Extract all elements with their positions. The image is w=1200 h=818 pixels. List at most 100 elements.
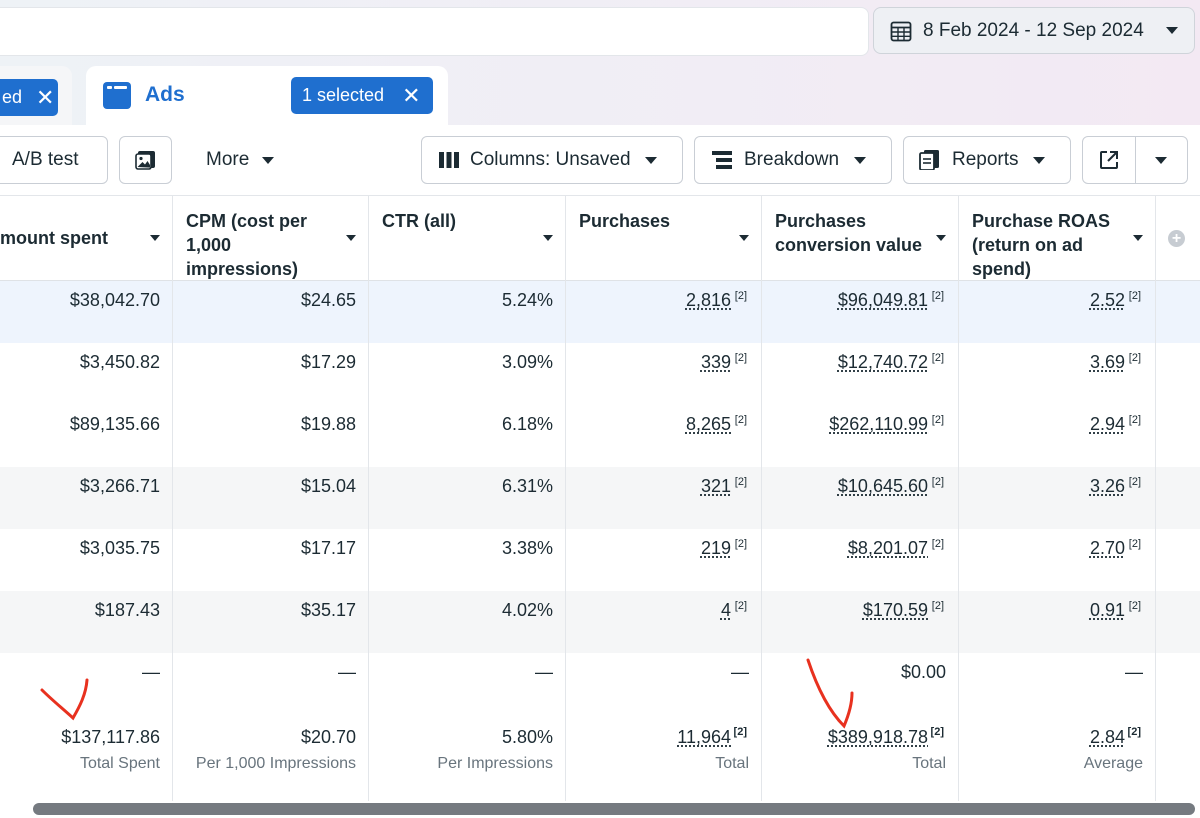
more-button[interactable]: More — [188, 136, 294, 184]
cell-value-link[interactable]: 3.69 — [1089, 352, 1125, 372]
cell-value-link[interactable]: 2,816 — [685, 290, 731, 310]
horizontal-scrollbar[interactable] — [33, 803, 1195, 815]
cell-value-link[interactable]: 2.52 — [1089, 290, 1125, 310]
column-header[interactable]: Purchases conversion value — [762, 196, 959, 281]
table-cell: — — [566, 653, 762, 715]
cell-value-link[interactable]: $262,110.99 — [829, 414, 928, 434]
footnote-marker[interactable]: [2] — [1128, 414, 1141, 426]
chevron-down-icon[interactable] — [150, 235, 160, 241]
cell-value-link[interactable]: 2.94 — [1089, 414, 1125, 434]
cell-value-link[interactable]: 339 — [700, 352, 731, 372]
cell-value-link[interactable]: $8,201.07 — [847, 538, 928, 558]
date-range-picker[interactable]: 8 Feb 2024 - 12 Sep 2024 — [873, 7, 1195, 54]
table-row[interactable]: $3,266.71 $15.04 6.31% 321 [2] $10,645.60 [2] 3… — [0, 467, 1200, 529]
cell-value-link[interactable]: 2.70 — [1089, 538, 1125, 558]
footnote-marker[interactable]: [2] — [931, 476, 944, 488]
footnote-marker[interactable]: [2] — [931, 538, 944, 550]
top-band: 8 Feb 2024 - 12 Sep 2024 ed ✕ Ads 1 sele… — [0, 0, 1200, 126]
table-row[interactable]: $89,135.66 $19.88 6.18% 8,265 [2] $262,110.99… — [0, 405, 1200, 467]
close-icon[interactable]: ✕ — [36, 84, 55, 110]
footnote-marker[interactable]: [2] — [734, 352, 747, 364]
footnote-marker[interactable]: [2] — [733, 726, 747, 738]
footnote-marker[interactable]: [2] — [931, 414, 944, 426]
table-cell: 3.26 [2] — [959, 467, 1156, 529]
footnote-marker[interactable]: [2] — [1128, 538, 1141, 550]
column-header[interactable]: mount spent — [0, 196, 173, 281]
ads-selection-chip[interactable]: 1 selected ✕ — [291, 77, 433, 114]
footnote-marker[interactable]: [2] — [1128, 600, 1141, 612]
column-header[interactable]: CPM (cost per 1,000 impressions) — [173, 196, 369, 281]
tab-ads[interactable]: Ads 1 selected ✕ — [86, 66, 448, 126]
cell-value: 5.24% — [501, 290, 553, 310]
footnote-marker[interactable]: [2] — [931, 352, 944, 364]
cell-value-link[interactable]: $10,645.60 — [837, 476, 928, 496]
total-value: $20.70 — [300, 727, 356, 747]
total-value[interactable]: 11,964 — [677, 727, 731, 747]
footnote-marker[interactable]: [2] — [1127, 726, 1141, 738]
cell-value-link[interactable]: 219 — [700, 538, 731, 558]
chevron-down-icon[interactable] — [936, 235, 946, 241]
cell-value-link[interactable]: $12,740.72 — [837, 352, 928, 372]
table-cell: 0.91 [2] — [959, 591, 1156, 653]
table-row[interactable]: — — — — $0.00 — — [0, 653, 1200, 715]
table-cell: 3.69 [2] — [959, 343, 1156, 405]
table-row[interactable]: $3,450.82 $17.29 3.09% 339 [2] $12,740.72 [2] 3… — [0, 343, 1200, 405]
chevron-down-icon[interactable] — [543, 235, 553, 241]
tab-adsets[interactable]: ed ✕ — [0, 66, 72, 125]
ab-test-button[interactable]: A/B test — [0, 136, 108, 184]
column-header[interactable]: Purchases — [566, 196, 762, 281]
total-cell: 5.80% Per Impressions — [369, 715, 566, 801]
export-split-button[interactable] — [1082, 136, 1188, 184]
footnote-marker[interactable]: [2] — [734, 290, 747, 302]
footnote-marker[interactable]: [2] — [931, 600, 944, 612]
table-row[interactable]: $187.43 $35.17 4.02% 4 [2] $170.59 [2] 0.91 [2] — [0, 591, 1200, 653]
cell-value-link[interactable]: 321 — [700, 476, 731, 496]
total-value: $137,117.86 — [61, 727, 160, 747]
reports-icon — [919, 150, 939, 170]
column-header[interactable]: Purchase ROAS (return on ad spend) — [959, 196, 1156, 281]
column-header-label: CTR (all) — [382, 211, 456, 231]
column-header[interactable]: CTR (all) — [369, 196, 566, 281]
cell-value-link[interactable]: 8,265 — [685, 414, 731, 434]
cell-value-link[interactable]: 4 — [720, 600, 731, 620]
footnote-marker[interactable]: [2] — [1128, 352, 1141, 364]
breakdown-button[interactable]: Breakdown — [694, 136, 892, 184]
table-row[interactable]: $38,042.70 $24.65 5.24% 2,816 [2] $96,049.81[… — [0, 281, 1200, 343]
table-row[interactable]: $3,035.75 $17.17 3.38% 219 [2] $8,201.07 [2] 2.… — [0, 529, 1200, 591]
chevron-down-icon[interactable] — [346, 235, 356, 241]
cell-value: $17.17 — [300, 538, 356, 558]
export-button[interactable] — [1083, 137, 1136, 183]
chevron-down-icon[interactable] — [1133, 235, 1143, 241]
footnote-marker[interactable]: [2] — [734, 476, 747, 488]
footnote-marker[interactable]: [2] — [931, 290, 944, 302]
columns-button[interactable]: Columns: Unsaved — [421, 136, 683, 184]
footnote-marker[interactable]: [2] — [930, 726, 944, 738]
reports-button[interactable]: Reports — [903, 136, 1071, 184]
selection-chip[interactable]: ed ✕ — [0, 79, 58, 116]
cell-value: 4.02% — [501, 600, 553, 620]
total-value[interactable]: 2.84 — [1089, 727, 1125, 747]
export-dropdown-button[interactable] — [1136, 137, 1187, 183]
table-cell: $170.59 [2] — [762, 591, 959, 653]
media-button[interactable] — [119, 136, 172, 184]
cell-value-link[interactable]: $96,049.81 — [837, 290, 928, 310]
total-value[interactable]: $389,918.78 — [827, 727, 928, 747]
calendar-icon — [890, 21, 912, 41]
cell-value-link[interactable]: 3.26 — [1089, 476, 1125, 496]
total-cell: $137,117.86 Total Spent — [0, 715, 173, 801]
footnote-marker[interactable]: [2] — [734, 600, 747, 612]
footnote-marker[interactable]: [2] — [734, 414, 747, 426]
table-cell: 6.31% — [369, 467, 566, 529]
table-cell: $17.17 — [173, 529, 369, 591]
cell-value-link[interactable]: $170.59 — [862, 600, 928, 620]
table-cell: $262,110.99 [2] — [762, 405, 959, 467]
chevron-down-icon[interactable] — [739, 235, 749, 241]
cell-value-link[interactable]: 0.91 — [1089, 600, 1125, 620]
search-input[interactable] — [0, 7, 869, 56]
column-header-label: Purchases — [579, 211, 671, 231]
footnote-marker[interactable]: [2] — [1128, 476, 1141, 488]
footnote-marker[interactable]: [2] — [1128, 290, 1141, 302]
add-column-icon[interactable]: + — [1168, 230, 1185, 247]
footnote-marker[interactable]: [2] — [734, 538, 747, 550]
close-icon[interactable]: ✕ — [402, 82, 421, 108]
